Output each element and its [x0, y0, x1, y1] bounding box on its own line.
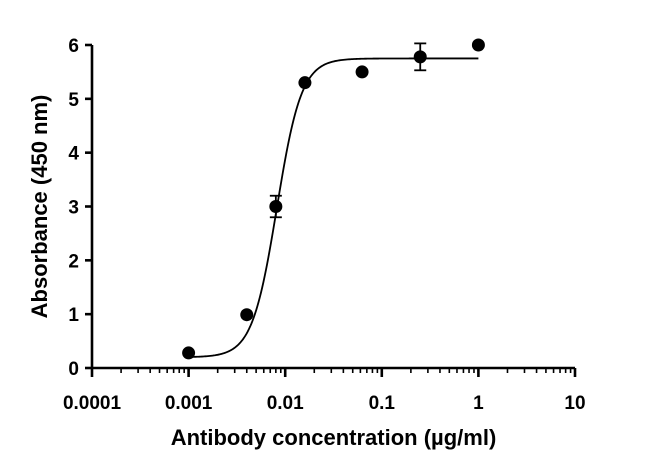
x-tick-label: 1	[473, 393, 484, 414]
fit-curve	[188, 57, 479, 358]
axes	[90, 45, 575, 370]
x-tick-label: 0.001	[165, 393, 213, 414]
data-point	[269, 200, 283, 213]
x-tick-label: 0.01	[267, 393, 304, 414]
data-point	[355, 65, 369, 79]
data-point	[298, 76, 312, 90]
x-tick-label: 0.1	[369, 393, 396, 414]
data-point	[182, 346, 196, 360]
y-tick-label: 1	[68, 305, 79, 326]
y-tick-label: 4	[68, 144, 79, 165]
y-tick-label: 5	[68, 90, 79, 111]
y-axis-ticks: 0 1 2 3 4 5 6	[68, 36, 92, 380]
data-point	[471, 38, 485, 52]
data-points	[182, 38, 485, 360]
x-tick-label: 10	[564, 393, 585, 414]
y-axis-title: Absorbance (450 nm)	[27, 95, 52, 319]
x-tick-label: 0.0001	[63, 393, 122, 414]
y-tick-label: 0	[68, 359, 79, 380]
y-tick-label: 6	[68, 36, 79, 57]
y-tick-label: 2	[68, 251, 79, 272]
data-point	[413, 50, 427, 64]
x-axis-ticks: 0.0001 0.001 0.01 0.1 1 10	[63, 368, 586, 414]
data-point	[240, 308, 254, 322]
y-tick-label: 3	[68, 198, 79, 219]
x-axis-title: Antibody concentration (µg/ml)	[171, 425, 497, 450]
error-bars	[269, 42, 427, 219]
